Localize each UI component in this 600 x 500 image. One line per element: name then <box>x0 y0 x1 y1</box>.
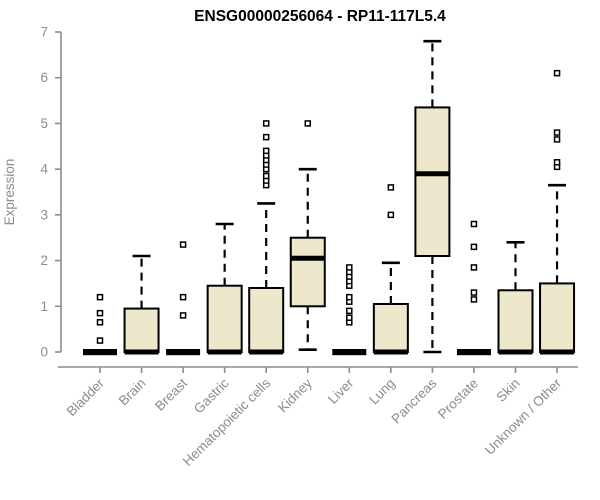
y-tick-label: 6 <box>40 70 48 85</box>
iqr-box <box>123 307 160 354</box>
x-category-label: Breast <box>152 375 190 413</box>
outlier-point <box>262 120 270 127</box>
x-category-label: Kidney <box>275 375 315 415</box>
outlier-point <box>470 289 478 296</box>
y-tick-label: 7 <box>40 25 48 40</box>
outlier-point <box>387 211 395 219</box>
collapsed-box <box>332 349 367 356</box>
boxplot-brain <box>123 254 160 355</box>
x-category-label: Pancreas <box>389 375 440 426</box>
boxplot-breast <box>166 241 201 356</box>
collapsed-box <box>83 349 117 356</box>
outlier-point <box>262 133 270 141</box>
chart-title: ENSG00000256064 - RP11-117L5.4 <box>194 8 446 25</box>
x-category-label: Skin <box>493 376 522 405</box>
outlier-point <box>262 172 270 180</box>
boxplot-skin <box>497 240 534 355</box>
iqr-box <box>414 106 451 257</box>
iqr-box <box>289 236 326 308</box>
iqr-box <box>248 287 285 353</box>
iqr-box <box>206 284 243 354</box>
x-category-label: Lung <box>366 376 398 408</box>
x-category-label: Gastric <box>191 375 232 416</box>
outlier-point <box>553 129 561 136</box>
outlier-point <box>470 264 478 271</box>
outlier-point <box>304 120 311 127</box>
x-category-label: Bladder <box>64 375 108 419</box>
boxplot-bladder <box>83 293 117 356</box>
outlier-point <box>179 312 187 319</box>
outlier-point <box>553 69 561 77</box>
iqr-box <box>372 303 409 353</box>
boxplot-hematopoietic-cells <box>248 120 285 355</box>
outlier-point <box>470 220 478 228</box>
boxplot-gastric <box>206 222 243 355</box>
outlier-point <box>346 314 353 321</box>
outlier-point <box>96 337 104 344</box>
iqr-box <box>497 289 534 353</box>
collapsed-box <box>456 349 491 356</box>
y-tick-label: 2 <box>40 253 48 268</box>
outlier-point <box>96 319 104 326</box>
outlier-point <box>470 296 478 303</box>
boxplot-kidney <box>289 120 326 352</box>
x-category-label: Prostate <box>435 376 481 422</box>
outlier-point <box>470 243 478 251</box>
boxplot-prostate <box>456 220 491 356</box>
outlier-point <box>346 307 353 315</box>
boxplot-liver <box>332 264 367 356</box>
y-tick-label: 1 <box>40 299 48 314</box>
boxplot-pancreas <box>414 39 451 354</box>
y-tick-label: 4 <box>40 162 48 177</box>
y-tick-label: 3 <box>40 207 48 222</box>
outlier-point <box>346 293 353 301</box>
outlier-point <box>553 136 561 143</box>
outlier-point <box>179 293 187 301</box>
collapsed-box <box>166 349 201 356</box>
boxplot-unknown-other <box>539 69 576 355</box>
outlier-point <box>262 147 270 155</box>
outlier-point <box>179 241 187 248</box>
plot-area: 0 1 2 3 4 5 6 7 Bladder Brain Breast GastricHematop… <box>40 25 578 469</box>
outlier-point <box>553 159 561 166</box>
x-category-label: Liver <box>325 375 357 407</box>
outlier-point <box>96 293 104 301</box>
boxplot-lung <box>372 184 409 355</box>
y-axis-label: Expression <box>2 159 17 226</box>
x-category-label: Brain <box>116 376 149 409</box>
outlier-point <box>387 184 395 191</box>
y-tick-label: 5 <box>40 116 48 131</box>
x-category-label: Unknown / Other <box>482 375 565 458</box>
y-tick-label: 0 <box>40 345 48 360</box>
outlier-point <box>346 264 353 271</box>
iqr-box <box>539 282 576 353</box>
outlier-point <box>96 309 104 317</box>
y-axis: 0 1 2 3 4 5 6 7 <box>40 25 62 360</box>
